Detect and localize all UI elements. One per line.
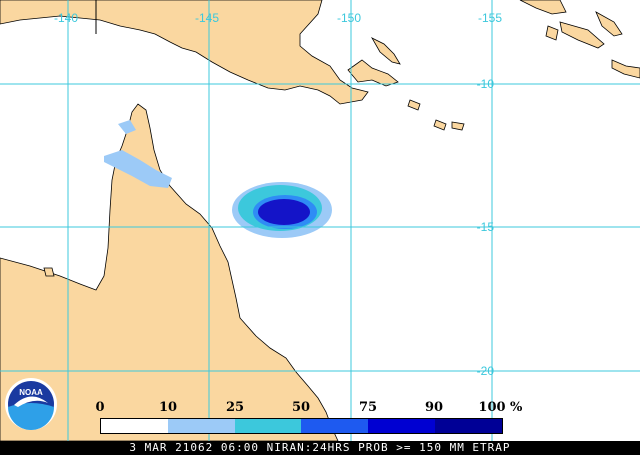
australia-landmass [0,103,339,442]
longitude-label-150: -150 [337,11,362,25]
legend-swatch-25-50 [234,419,302,433]
noaa-logo: NOAA [5,378,57,430]
legend-tick-50: 50 [291,400,311,415]
new-britain-island [347,59,399,87]
noaa-logo-text: NOAA [19,388,43,397]
solomon-island-a [559,21,605,49]
new-guinea-landmass [0,0,369,105]
probability-legend: 0 10 25 50 75 90 100 % [95,400,523,440]
louisiade-island-c [451,121,465,131]
legend-swatch-10-25 [167,419,235,433]
solomon-island-c [545,25,559,41]
legend-swatch-90-100 [435,419,502,433]
solomon-island-b [595,11,623,37]
legend-tick-0: 0 [95,400,105,415]
bougainville-island [519,0,567,15]
latitude-label-15: -15 [476,220,494,234]
legend-tick-10: 10 [158,400,178,415]
product-caption: 3 MAR 21062 06:00 NIRAN:24HRS PROB >= 15… [0,441,640,455]
torres-strait-island [43,267,55,277]
longitude-label-140: -140 [54,11,79,25]
probability-area-10-25-cape [118,120,136,134]
legend-tick-100: 100 [478,400,506,415]
louisiade-island-a [407,99,421,111]
latitude-label-20: -20 [476,364,494,378]
legend-swatch-0-10 [101,419,168,433]
probability-field-gulf [104,120,172,188]
legend-tick-75: 75 [358,400,378,415]
probability-area-10-25-gulf [104,150,172,188]
legend-tick-90: 90 [424,400,444,415]
louisiade-island-b [433,119,447,131]
graticule [0,0,640,441]
latitude-label-10: -10 [476,77,494,91]
longitude-label-155: -155 [478,11,503,25]
new-ireland-island [370,37,401,65]
land-layer [0,0,640,442]
legend-tick-25: 25 [225,400,245,415]
longitude-label-145: -145 [195,11,220,25]
legend-colorbar [100,418,503,434]
solomon-island-d [611,59,640,79]
legend-swatch-75-90 [368,419,436,433]
legend-unit: % [510,400,523,415]
probability-area-75-90-coral [258,199,310,225]
legend-swatch-50-75 [301,419,369,433]
probability-field-coral-sea [232,182,332,238]
